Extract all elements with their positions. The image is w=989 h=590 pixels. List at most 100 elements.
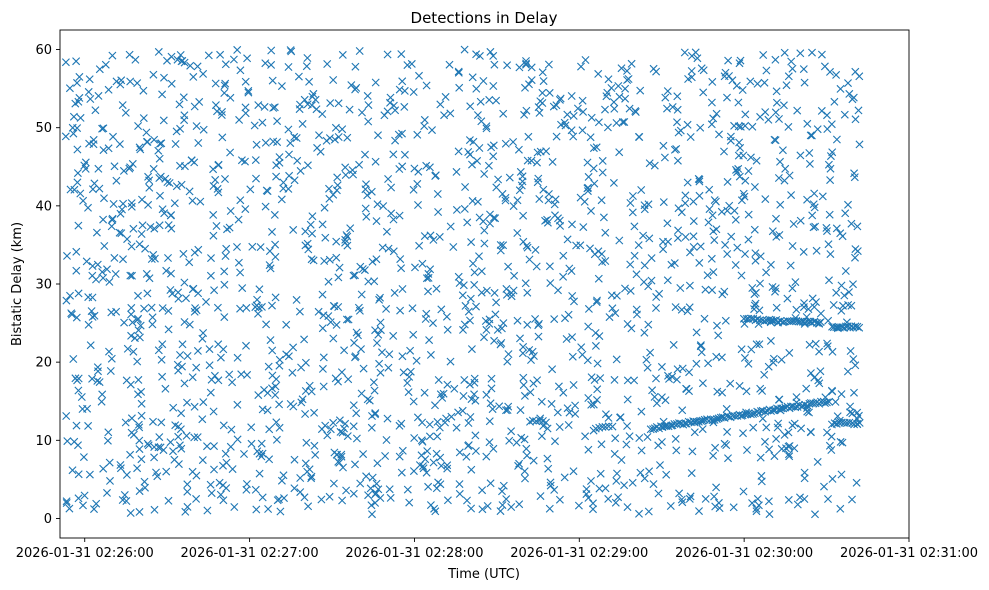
- data-point: [845, 418, 854, 427]
- data-point: [198, 334, 207, 343]
- data-point: [811, 222, 820, 231]
- data-point: [399, 368, 408, 377]
- data-point: [229, 55, 238, 64]
- data-point: [612, 291, 621, 300]
- y-tick-label: 60: [35, 43, 52, 58]
- data-point: [182, 294, 190, 303]
- data-point: [397, 50, 406, 59]
- data-point: [116, 209, 125, 218]
- data-point: [257, 452, 266, 461]
- data-point: [808, 48, 816, 57]
- data-point: [485, 438, 494, 447]
- data-point: [744, 167, 753, 175]
- data-point: [553, 408, 562, 417]
- data-point: [505, 436, 514, 445]
- data-point: [268, 301, 276, 310]
- data-point: [185, 187, 194, 196]
- data-point: [832, 419, 841, 428]
- data-point: [266, 336, 275, 345]
- data-point: [744, 359, 753, 368]
- data-point: [215, 478, 224, 487]
- data-point: [323, 431, 332, 440]
- data-point: [450, 384, 459, 393]
- data-point: [309, 256, 318, 265]
- data-point: [490, 336, 499, 345]
- data-point: [307, 474, 316, 483]
- data-point: [698, 425, 707, 434]
- data-point: [621, 84, 630, 93]
- data-point: [134, 390, 142, 399]
- data-point: [616, 413, 625, 422]
- data-point: [296, 166, 305, 175]
- data-point: [699, 66, 708, 75]
- data-point: [623, 320, 632, 328]
- data-point: [539, 77, 548, 86]
- data-point: [364, 101, 373, 110]
- data-point: [88, 262, 97, 270]
- data-point: [62, 497, 71, 506]
- data-point: [241, 109, 250, 118]
- data-point: [703, 271, 712, 280]
- data-point: [695, 258, 704, 267]
- data-point: [342, 486, 351, 495]
- data-point: [845, 89, 854, 98]
- data-point: [94, 164, 103, 173]
- data-point: [410, 164, 419, 173]
- data-point: [158, 304, 167, 313]
- data-point: [74, 289, 83, 298]
- data-point: [813, 125, 822, 134]
- data-point: [325, 194, 334, 203]
- data-point: [826, 152, 835, 161]
- data-point: [421, 315, 430, 323]
- data-point: [846, 402, 855, 411]
- data-point: [382, 227, 391, 236]
- data-point: [748, 122, 757, 131]
- data-point: [255, 469, 264, 478]
- data-point: [271, 391, 280, 399]
- data-point: [520, 467, 529, 476]
- data-point: [490, 60, 499, 69]
- data-point: [174, 422, 183, 431]
- data-point: [725, 201, 734, 210]
- data-point: [774, 174, 783, 182]
- data-point: [576, 193, 585, 202]
- data-point: [409, 185, 418, 194]
- data-point: [593, 385, 602, 394]
- data-point: [536, 147, 545, 156]
- data-point: [507, 427, 516, 436]
- data-point: [76, 113, 85, 122]
- data-point: [630, 222, 639, 231]
- data-point: [689, 232, 698, 241]
- data-point: [221, 79, 230, 88]
- data-point: [271, 240, 280, 249]
- data-point: [279, 184, 288, 193]
- data-point: [275, 361, 284, 370]
- data-point: [465, 380, 474, 389]
- data-point: [827, 446, 836, 454]
- data-point: [614, 82, 623, 90]
- data-point: [750, 225, 759, 234]
- data-point: [849, 280, 857, 289]
- data-point: [564, 421, 573, 429]
- data-point: [846, 408, 855, 417]
- data-point: [659, 198, 668, 207]
- data-point: [183, 502, 192, 511]
- data-point: [180, 318, 189, 326]
- data-point: [472, 84, 481, 93]
- data-point: [130, 334, 139, 343]
- data-point: [72, 421, 81, 430]
- data-point: [260, 385, 269, 394]
- data-point: [707, 98, 716, 107]
- data-point: [400, 102, 409, 111]
- data-point: [652, 399, 661, 408]
- data-point: [851, 253, 859, 262]
- data-point: [255, 285, 264, 294]
- data-point: [396, 255, 405, 264]
- data-point: [305, 77, 314, 86]
- data-point: [543, 454, 552, 463]
- data-point: [730, 121, 739, 130]
- data-point: [142, 269, 151, 278]
- data-point: [543, 215, 552, 224]
- data-point: [206, 271, 215, 280]
- data-point: [233, 45, 242, 54]
